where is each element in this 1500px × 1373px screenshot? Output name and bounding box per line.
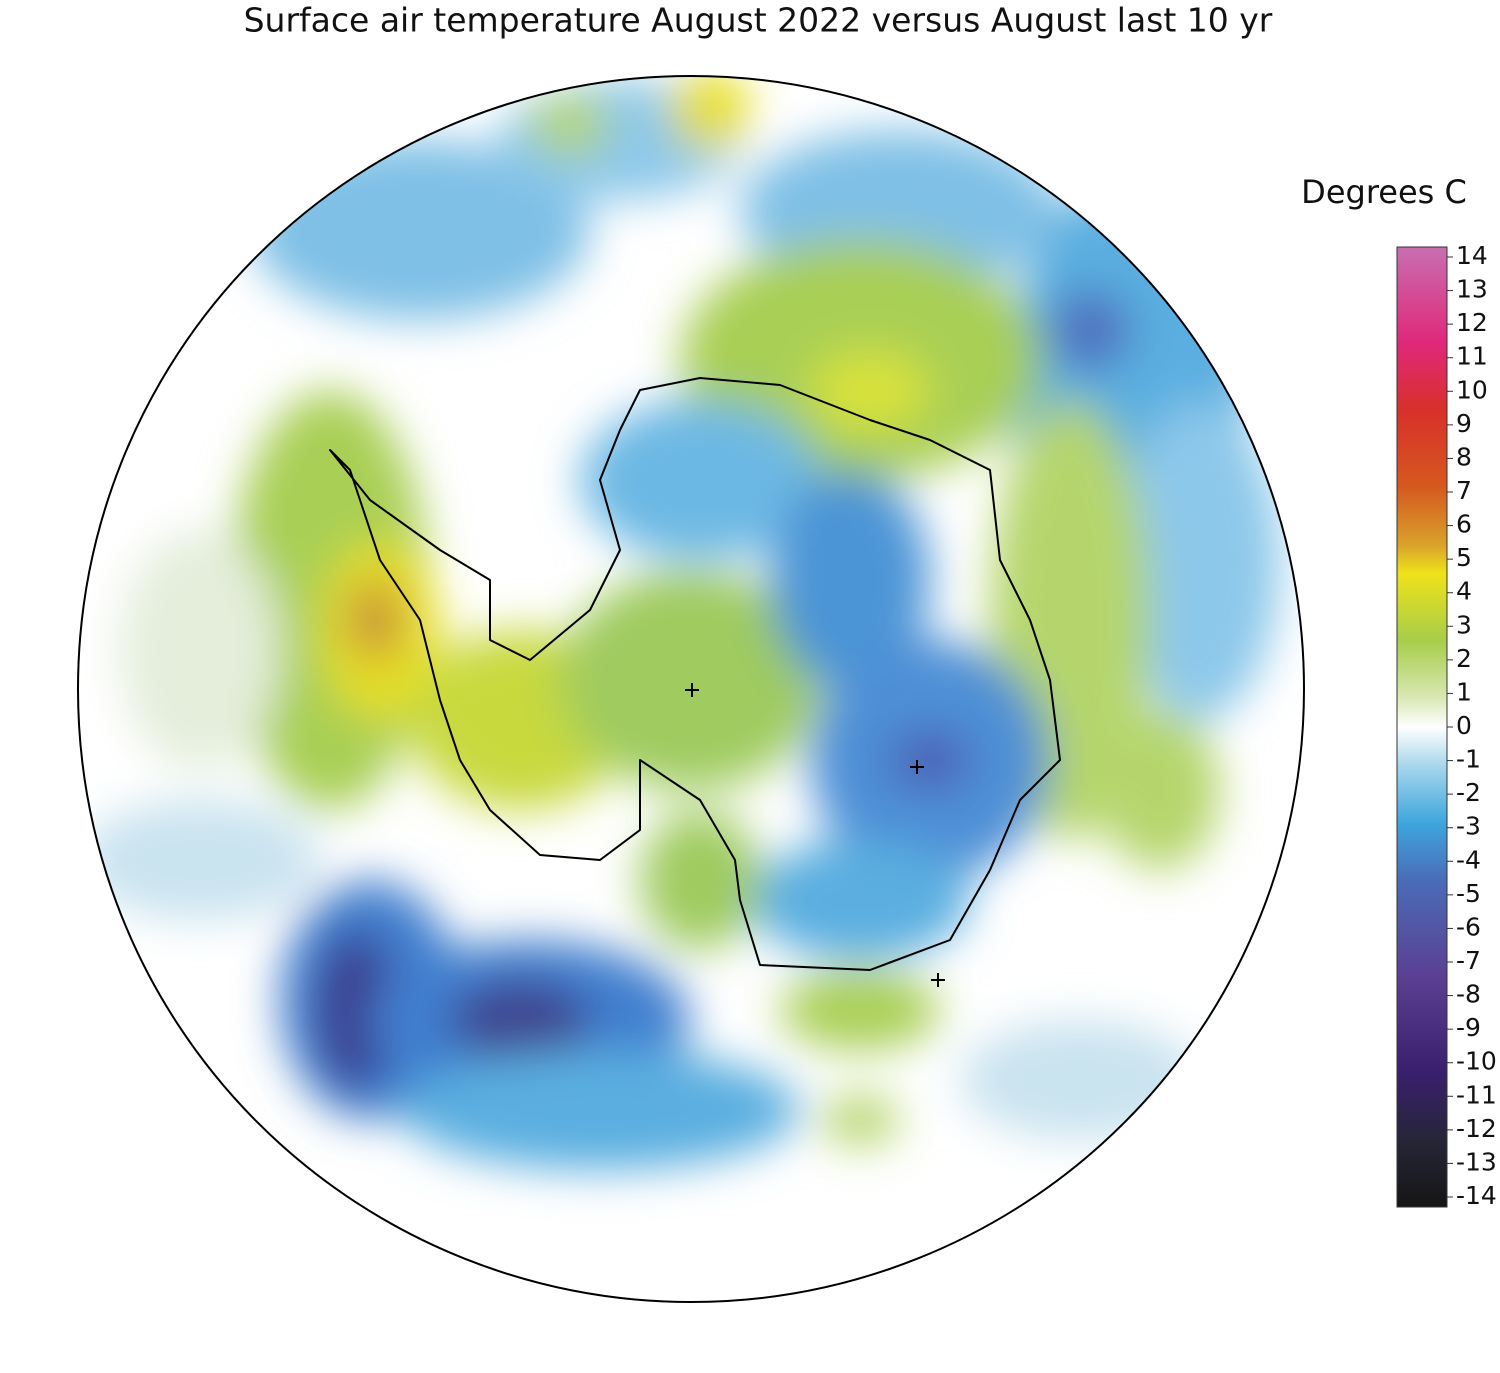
colorbar-tick-label: 3 bbox=[1456, 610, 1472, 639]
colorbar-tick-label: 2 bbox=[1456, 644, 1472, 673]
colorbar-ticks: 14131211109876543210-1-2-3-4-5-6-7-8-9-1… bbox=[1447, 241, 1497, 1210]
colorbar-tick-label: 8 bbox=[1456, 442, 1472, 471]
colorbar-tick-label: -2 bbox=[1456, 778, 1481, 807]
colorbar-tick-label: -8 bbox=[1456, 980, 1481, 1009]
colorbar-tick-label: -11 bbox=[1456, 1080, 1497, 1109]
colorbar-tick-label: 7 bbox=[1456, 476, 1472, 505]
colorbar-tick-label: 9 bbox=[1456, 409, 1472, 438]
colorbar-tick-label: -14 bbox=[1456, 1181, 1497, 1210]
coastline bbox=[329, 377, 1061, 971]
colorbar bbox=[1396, 246, 1448, 1208]
colorbar-tick-label: -10 bbox=[1456, 1047, 1497, 1076]
colorbar-tick-label: -9 bbox=[1456, 1013, 1481, 1042]
colorbar-tick-label: 13 bbox=[1456, 275, 1488, 304]
colorbar-tick-label: -3 bbox=[1456, 812, 1481, 841]
colorbar-tick-label: -12 bbox=[1456, 1114, 1497, 1143]
temperature-field bbox=[78, 76, 1304, 1302]
colorbar-tick-label: 4 bbox=[1456, 577, 1472, 606]
colorbar-tick-label: -5 bbox=[1456, 879, 1481, 908]
map-boundary bbox=[77, 75, 1305, 1303]
colorbar-label: Degrees C bbox=[1301, 173, 1467, 211]
colorbar-tick-label: 1 bbox=[1456, 677, 1472, 706]
colorbar-tick-label: -13 bbox=[1456, 1147, 1497, 1176]
map-title: Surface air temperature August 2022 vers… bbox=[244, 1, 1273, 40]
colorbar-tick-label: 5 bbox=[1456, 543, 1472, 572]
colorbar-tick-label: 14 bbox=[1456, 241, 1488, 270]
colorbar-tick-label: 6 bbox=[1456, 510, 1472, 539]
colorbar-tick-label: 0 bbox=[1456, 711, 1472, 740]
colorbar-tick-label: -1 bbox=[1456, 745, 1481, 774]
colorbar-tick-label: 10 bbox=[1456, 375, 1488, 404]
colorbar-tick-label: -4 bbox=[1456, 845, 1481, 874]
colorbar-tick-label: 11 bbox=[1456, 342, 1488, 371]
markers bbox=[685, 683, 945, 987]
colorbar-tick-label: 12 bbox=[1456, 308, 1488, 337]
colorbar-tick-label: -7 bbox=[1456, 946, 1481, 975]
colorbar-tick-label: -6 bbox=[1456, 912, 1481, 941]
